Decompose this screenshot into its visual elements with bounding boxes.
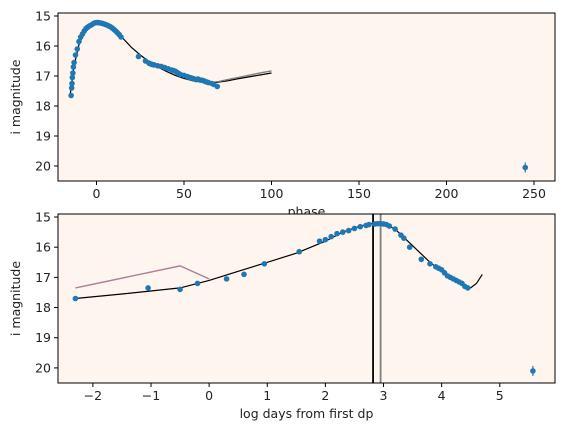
data-point (70, 64, 77, 70)
y-tick-label: 16 (35, 240, 51, 255)
x-tick-label: 0 (205, 388, 213, 403)
data-point (72, 295, 79, 302)
x-tick-label: 0 (93, 186, 101, 201)
data-point (135, 53, 142, 60)
bottom-panel: −2 −1 0 1 2 3 4 5 15 16 17 18 19 20 log days from fi… (8, 210, 556, 421)
data-point (522, 164, 529, 171)
data-point (351, 225, 358, 232)
data-point (340, 229, 346, 235)
data-point (465, 285, 471, 291)
y-tick-label: 18 (35, 99, 51, 114)
data-point (296, 248, 303, 255)
data-point (223, 276, 230, 282)
data-point (145, 285, 151, 291)
model-line-1 (218, 70, 272, 83)
data-point (118, 34, 124, 40)
bottom-x-axis-label: log days from first dp (240, 406, 374, 421)
x-tick-label: 3 (380, 388, 388, 403)
data-point (418, 256, 425, 263)
data-point (328, 233, 335, 240)
top-plot-marks (68, 19, 529, 173)
x-tick-label: 200 (435, 186, 459, 201)
data-point (401, 235, 407, 241)
model-line-1 (75, 265, 210, 289)
data-point (68, 85, 75, 91)
y-tick-label: 17 (35, 69, 51, 84)
data-point (69, 74, 76, 81)
data-point (194, 280, 201, 287)
data-point (72, 52, 79, 58)
data-point (530, 368, 536, 374)
bottom-x-ticks: −2 −1 0 1 2 3 4 5 (84, 383, 504, 403)
x-tick-label: −2 (84, 388, 102, 403)
data-point (70, 70, 76, 76)
x-tick-label: 5 (496, 388, 504, 403)
top-x-ticks: 0 50 100 150 200 250 (93, 181, 546, 201)
bottom-y-ticks: 15 16 17 18 19 20 (35, 210, 58, 375)
x-tick-label: 150 (347, 186, 371, 201)
bottom-y-axis-label: i magnitude (8, 261, 23, 336)
data-point (261, 260, 268, 267)
data-point (345, 227, 352, 234)
x-tick-label: 100 (260, 186, 284, 201)
data-point (214, 83, 221, 90)
data-point (69, 80, 75, 87)
x-tick-label: −1 (142, 388, 160, 403)
data-point (406, 244, 413, 250)
data-point (71, 59, 77, 66)
y-tick-label: 19 (35, 129, 51, 144)
data-point (74, 46, 81, 52)
top-y-axis-label: i magnitude (8, 59, 23, 134)
y-tick-label: 19 (35, 330, 51, 345)
bottom-plot-frame (57, 213, 556, 384)
y-tick-label: 15 (35, 9, 51, 24)
x-tick-label: 50 (176, 186, 192, 201)
data-point (322, 236, 329, 243)
y-tick-label: 20 (35, 360, 51, 375)
bottom-plot-area (58, 214, 555, 383)
y-tick-label: 18 (35, 300, 51, 315)
data-point (241, 271, 247, 278)
data-point (366, 221, 372, 228)
bottom-plot-marks (72, 214, 536, 383)
y-tick-label: 17 (35, 270, 51, 285)
data-point (68, 92, 74, 99)
data-point (392, 226, 398, 232)
top-y-ticks: 15 16 17 18 19 20 (35, 9, 58, 174)
top-plot-frame (57, 12, 556, 182)
x-tick-label: 4 (438, 388, 446, 403)
top-plot-area (58, 13, 555, 181)
data-point (177, 286, 183, 293)
data-point (316, 238, 323, 244)
data-point (334, 230, 340, 237)
data-point (357, 223, 364, 230)
y-tick-label: 20 (35, 159, 51, 174)
x-tick-label: 1 (263, 388, 271, 403)
x-tick-label: 250 (522, 186, 546, 201)
y-tick-label: 16 (35, 39, 51, 54)
data-point (427, 260, 433, 267)
data-point (386, 223, 393, 229)
x-tick-label: 2 (321, 388, 329, 403)
data-point (76, 38, 82, 45)
y-tick-label: 15 (35, 210, 51, 225)
